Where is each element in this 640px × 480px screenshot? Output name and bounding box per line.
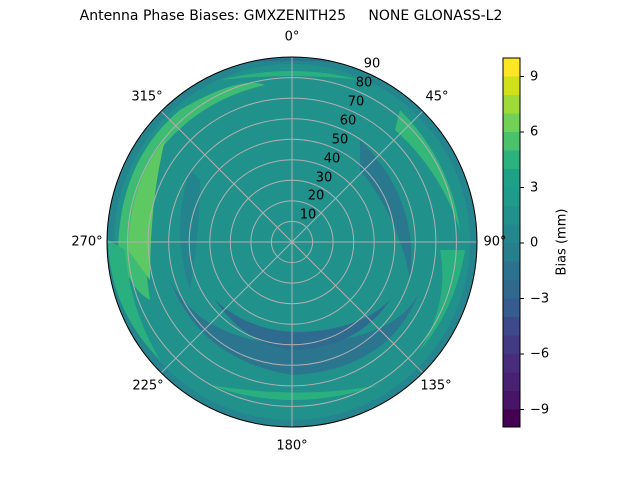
radial-label-40: 40 — [323, 151, 341, 167]
radial-label-80: 80 — [355, 75, 373, 91]
colorbar-tick-3: 3 — [530, 180, 539, 195]
colorbar-tick-neg6: −6 — [530, 346, 550, 362]
angle-label-45: 45° — [425, 89, 449, 105]
radial-label-50: 50 — [331, 132, 349, 148]
angle-label-135: 135° — [420, 378, 452, 394]
radial-label-90: 90 — [363, 56, 381, 72]
chart-title: Antenna Phase Biases: GMXZENITH25 NONE G… — [79, 8, 503, 24]
angle-label-270: 270° — [71, 234, 103, 250]
angle-label-315: 315° — [131, 89, 163, 105]
radial-label-10: 10 — [299, 207, 317, 223]
colorbar-tick-neg9: −9 — [530, 402, 550, 417]
radial-label-60: 60 — [339, 113, 357, 129]
angle-label-0: 0° — [284, 29, 300, 45]
colorbar-tick-0: 0 — [530, 235, 539, 251]
angle-label-225: 225° — [132, 378, 164, 394]
colorbar — [502, 57, 524, 428]
angle-label-180: 180° — [276, 438, 308, 454]
colorbar-tick-neg3: −3 — [530, 291, 550, 306]
colorbar-tick-6: 6 — [530, 124, 539, 140]
radial-label-30: 30 — [315, 170, 333, 186]
colorbar-tick-9: 9 — [530, 69, 539, 84]
plot-border — [106, 56, 478, 428]
angular-gridlines — [107, 57, 477, 427]
angle-label-90: 90° — [483, 234, 507, 250]
radial-label-20: 20 — [307, 188, 325, 204]
colorbar-label: Bias (mm) — [554, 208, 570, 276]
radial-label-70: 70 — [347, 94, 365, 110]
